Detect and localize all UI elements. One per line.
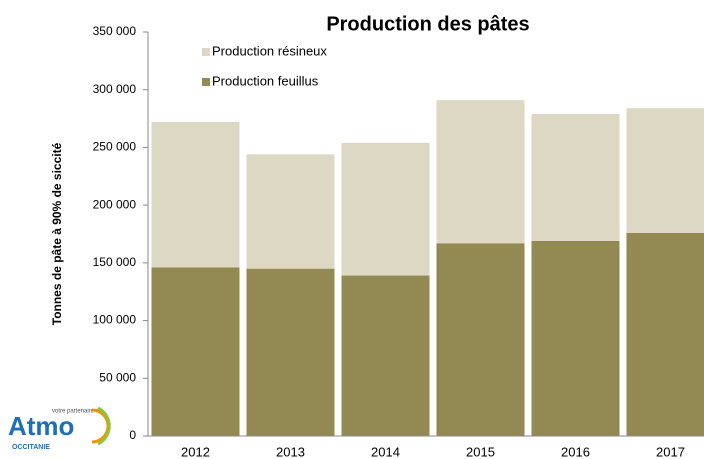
logo-name: Atmo (8, 411, 74, 441)
bar-segment (626, 108, 704, 233)
legend-label: Production résineux (212, 43, 327, 58)
bar-segment (151, 122, 240, 268)
x-tick-label: 2015 (466, 444, 495, 459)
logo-tagline: votre partenaire air (52, 409, 102, 415)
bar-segment (246, 268, 335, 436)
bar-segment (626, 232, 704, 436)
logo-region: OCCITANIE (12, 444, 50, 451)
bar-segment (531, 240, 620, 436)
x-tick-label: 2012 (181, 444, 210, 459)
legend-swatch (202, 78, 210, 86)
x-tick-label: 2013 (276, 444, 305, 459)
y-tick-label: 300 000 (93, 82, 137, 96)
chart-title: Production des pâtes (326, 13, 529, 35)
legend-swatch (202, 48, 210, 56)
y-tick-label: 200 000 (93, 197, 137, 211)
bar-segment (531, 113, 620, 241)
y-tick-label: 0 (129, 428, 136, 442)
legend-label: Production feuillus (212, 73, 319, 88)
bar-segment (341, 142, 430, 276)
bar-segment (246, 154, 335, 269)
y-tick-label: 350 000 (93, 24, 137, 38)
x-tick-label: 2017 (656, 444, 685, 459)
logo: Atmo votre partenaire air OCCITANIE (8, 406, 111, 451)
y-tick-label: 100 000 (93, 313, 137, 327)
bar-segment (341, 275, 430, 436)
bar-segment (436, 100, 525, 244)
y-axis-label: Tonnes de pâte à 90% de siccité (50, 142, 64, 325)
y-tick-label: 250 000 (93, 140, 137, 154)
bar-segment (436, 243, 525, 436)
y-tick-label: 50 000 (99, 370, 136, 384)
logo-arc (97, 406, 111, 446)
y-tick-label: 150 000 (93, 255, 137, 269)
x-tick-label: 2014 (371, 444, 400, 459)
bar-segment (151, 267, 240, 436)
x-tick-label: 2016 (561, 444, 590, 459)
